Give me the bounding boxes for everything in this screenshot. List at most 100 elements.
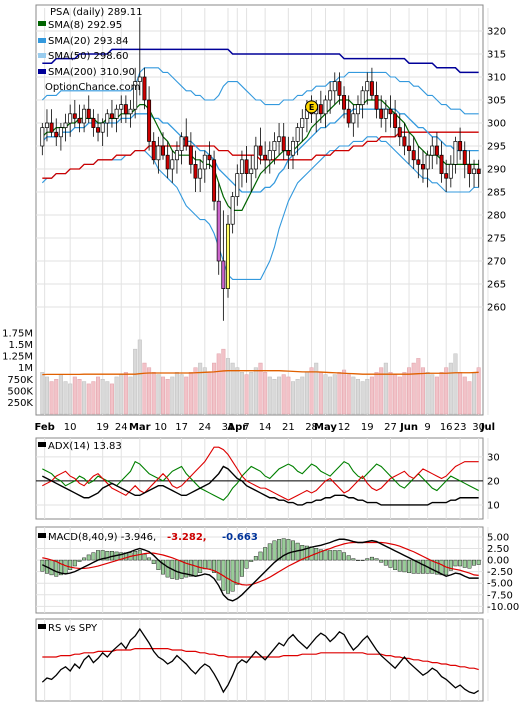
volume-bar [225, 358, 231, 415]
candle-body [411, 150, 416, 161]
candle-body [351, 113, 356, 124]
volume-bar [72, 376, 77, 415]
candle-body [184, 136, 189, 147]
volume-bar [430, 374, 435, 415]
x-axis-label: 12 [338, 422, 351, 433]
macd-histogram-bar [430, 559, 435, 574]
volume-bar [86, 383, 91, 415]
volume-bar [267, 376, 272, 415]
macd-histogram-bar [467, 559, 472, 569]
candle-layer [40, 17, 481, 321]
x-axis-label: Jun [399, 422, 418, 433]
volume-bar [314, 362, 319, 415]
x-axis-label: Feb [34, 422, 54, 433]
macd-histogram-bar [365, 558, 370, 561]
price-tick-label: 290 [487, 165, 506, 176]
candle-body [360, 90, 365, 105]
price-tick-label: 260 [487, 303, 506, 314]
volume-tick-label: 1M [18, 363, 33, 374]
macd-histogram-bar [360, 559, 365, 561]
earnings-marker: E [305, 100, 319, 114]
candle-body [448, 164, 453, 179]
macd-histogram-bar [281, 538, 286, 561]
candle-body [207, 154, 212, 161]
volume-bar [360, 381, 365, 415]
volume-bar [309, 367, 314, 415]
adx-title: ADX(14) 13.83 [48, 441, 122, 452]
macd-histogram-bar [244, 559, 249, 569]
legend-swatch-sma8 [38, 21, 46, 26]
candle-body [82, 108, 87, 124]
volume-bar [49, 381, 54, 415]
volume-bar [193, 367, 198, 415]
price-tick-label: 270 [487, 257, 506, 268]
volume-tick-label: 750K [7, 375, 33, 386]
candle-body [114, 108, 119, 119]
macd-histogram-bar [328, 550, 333, 561]
volume-bar [323, 374, 328, 415]
candle-body [379, 108, 384, 119]
candle-body [374, 95, 379, 110]
volume-bar [379, 367, 384, 415]
macd-histogram-bar [369, 556, 374, 561]
candle-body [253, 145, 258, 170]
volume-bar [397, 376, 402, 415]
volume-bar [179, 374, 184, 415]
candle-body [342, 95, 347, 110]
candle-body [212, 159, 217, 202]
candle-body [416, 159, 421, 165]
candle-body [151, 141, 156, 161]
volume-bar [151, 372, 156, 415]
x-axis-label: Apr [227, 422, 247, 433]
x-axis-label: May [314, 422, 337, 433]
candle-body [174, 150, 179, 161]
macd-histogram-bar [397, 559, 402, 572]
volume-bar [142, 362, 147, 415]
volume-bar [448, 362, 453, 415]
macd-histogram-bar [239, 559, 244, 577]
volume-bar [133, 348, 138, 415]
macd-histogram-bar [147, 557, 152, 561]
volume-bar [253, 367, 258, 415]
macd-histogram-bar [165, 559, 170, 578]
legend-sma8: SMA(8) 292.95 [48, 20, 122, 31]
sma200-line [42, 48, 479, 74]
macd-histogram-bar [337, 550, 342, 561]
candle-body [397, 127, 402, 138]
sma20-line [41, 108, 479, 193]
macd-tick-label: 0.00 [487, 556, 509, 567]
volume-bar [277, 376, 282, 415]
volume-bar [458, 372, 463, 415]
candle-body [337, 81, 342, 96]
volume-bar [416, 358, 421, 415]
candle-body [300, 118, 305, 128]
candle-body [156, 145, 161, 161]
candle-body [77, 118, 82, 124]
macd-histogram-bar [216, 559, 221, 581]
volume-bar [365, 379, 370, 415]
bollinger-upper-line [41, 67, 479, 115]
earnings-marker-circle [305, 100, 319, 114]
candle-body [258, 145, 263, 156]
candle-body [91, 118, 96, 128]
macd-histogram-bar [323, 550, 328, 561]
x-axis-label: 31 [222, 422, 235, 433]
volume-bar [100, 379, 105, 415]
volume-bar [54, 379, 59, 415]
volume-bar [128, 376, 133, 415]
price-tick-label: 280 [487, 211, 506, 222]
adx-minus-di-line [42, 446, 479, 501]
macd-histogram-bar [472, 559, 477, 566]
candle-body [286, 150, 291, 156]
volume-bar [207, 372, 212, 415]
volume-bar [202, 367, 207, 415]
candle-body [226, 223, 230, 289]
macd-histogram-bar [434, 559, 439, 575]
volume-bar [63, 381, 68, 415]
macd-histogram-bar [54, 559, 59, 577]
volume-tick-label: 500K [7, 386, 33, 397]
macd-histogram-bar [458, 559, 463, 567]
volume-bar [156, 374, 161, 415]
volume-bar [281, 374, 286, 415]
